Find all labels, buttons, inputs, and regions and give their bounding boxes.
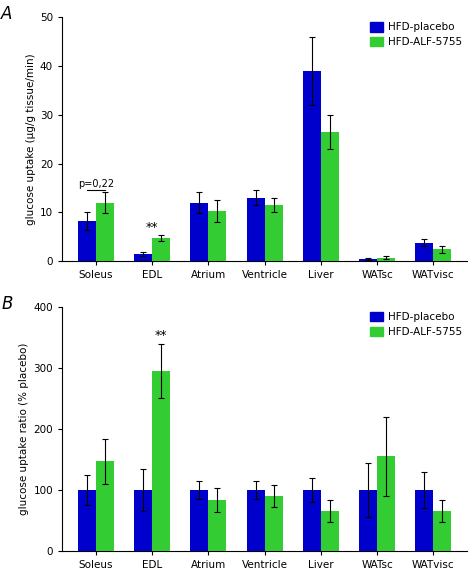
- Text: **: **: [155, 329, 167, 342]
- Legend: HFD-placebo, HFD-ALF-5755: HFD-placebo, HFD-ALF-5755: [370, 312, 462, 337]
- Bar: [433, 511, 451, 551]
- Bar: [415, 490, 433, 551]
- Bar: [359, 490, 377, 551]
- Text: **: **: [146, 221, 158, 234]
- Bar: [190, 203, 208, 261]
- Bar: [208, 211, 226, 261]
- Legend: HFD-placebo, HFD-ALF-5755: HFD-placebo, HFD-ALF-5755: [370, 23, 462, 47]
- Bar: [264, 205, 283, 261]
- Y-axis label: glucose uptake (µg/g tissue/min): glucose uptake (µg/g tissue/min): [26, 53, 36, 225]
- Bar: [433, 249, 451, 261]
- Bar: [96, 462, 114, 551]
- Bar: [303, 71, 321, 261]
- Bar: [78, 490, 96, 551]
- Bar: [96, 203, 114, 261]
- Text: A: A: [1, 5, 13, 23]
- Y-axis label: glucose uptake ratio (% placebo): glucose uptake ratio (% placebo): [19, 343, 29, 515]
- Bar: [134, 254, 152, 261]
- Bar: [246, 198, 264, 261]
- Bar: [377, 456, 395, 551]
- Bar: [78, 221, 96, 261]
- Bar: [152, 371, 170, 551]
- Bar: [264, 496, 283, 551]
- Bar: [415, 242, 433, 261]
- Bar: [377, 258, 395, 261]
- Bar: [321, 511, 339, 551]
- Bar: [190, 490, 208, 551]
- Bar: [303, 490, 321, 551]
- Text: B: B: [1, 295, 13, 313]
- Bar: [321, 132, 339, 261]
- Text: p=0,22: p=0,22: [78, 179, 114, 189]
- Bar: [134, 490, 152, 551]
- Bar: [246, 490, 264, 551]
- Bar: [152, 238, 170, 261]
- Bar: [359, 258, 377, 261]
- Bar: [208, 500, 226, 551]
